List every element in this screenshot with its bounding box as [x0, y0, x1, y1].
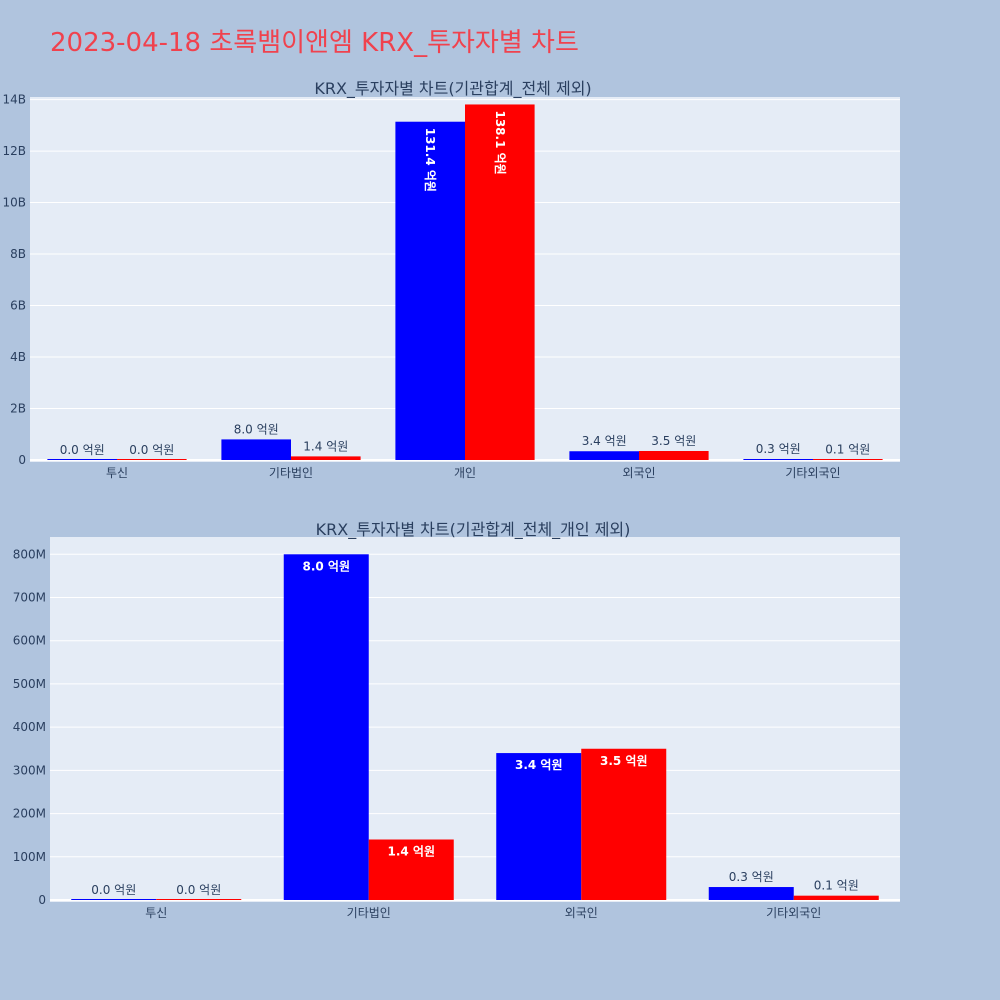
bar: [639, 450, 709, 460]
y-tick-label: 8B: [10, 247, 26, 261]
data-label: 3.5 억원: [651, 434, 696, 448]
y-tick-label: 800M: [13, 547, 46, 561]
x-tick-label: 기타법인: [269, 466, 313, 480]
bar: [71, 899, 157, 900]
y-tick-label: 10B: [2, 196, 26, 210]
data-label: 0.1 억원: [814, 879, 859, 893]
x-tick-label: 투신: [106, 466, 128, 480]
data-label: 8.0 억원: [234, 422, 279, 436]
x-tick-label: 개인: [454, 466, 476, 480]
data-label: 0.3 억원: [756, 442, 801, 456]
y-tick-label: 400M: [13, 720, 46, 734]
data-label: 131.4 억원: [423, 128, 437, 192]
x-tick-label: 외국인: [565, 906, 598, 920]
data-label: 1.4 억원: [387, 845, 435, 859]
data-label: 3.4 억원: [515, 758, 563, 772]
x-tick-label: 기타법인: [347, 906, 391, 920]
plot-area: [50, 537, 900, 902]
page-title: 2023-04-18 초록뱀이앤엠 KRX_투자자별 차트: [50, 28, 579, 58]
chart-investor-all: 0 2B 4B 6B 8B 10B 12B 14B KRX_투자자별 차트(기관합계_전체 제외…: [2, 79, 900, 480]
y-tick-label: 0: [18, 453, 26, 467]
x-tick-label: 기타외국인: [766, 906, 821, 920]
y-tick-label: 700M: [13, 591, 46, 605]
data-label: 8.0 억원: [302, 559, 350, 573]
y-tick-label: 4B: [10, 350, 26, 364]
bar: [496, 753, 582, 900]
y-tick-label: 0: [38, 893, 46, 907]
bar: [581, 748, 667, 900]
x-tick-label: 외국인: [622, 466, 655, 480]
y-tick-label: 200M: [13, 807, 46, 821]
data-label: 0.0 억원: [60, 443, 105, 457]
y-tick-label: 6B: [10, 299, 26, 313]
chart-title: KRX_투자자별 차트(기관합계_전체_개인 제외): [316, 520, 631, 540]
data-label: 0.0 억원: [176, 883, 221, 897]
chart-title: KRX_투자자별 차트(기관합계_전체 제외): [314, 79, 591, 99]
data-label: 3.5 억원: [600, 754, 648, 768]
bar: [465, 104, 535, 461]
bar: [117, 459, 187, 460]
data-label: 0.3 억원: [729, 870, 774, 884]
bar: [793, 895, 879, 900]
bar: [569, 451, 639, 460]
x-tick-label: 기타외국인: [785, 466, 840, 480]
bar: [156, 899, 242, 900]
bar: [708, 887, 794, 900]
bar: [221, 439, 291, 460]
y-tick-label: 300M: [13, 763, 46, 777]
bar: [813, 459, 883, 460]
x-tick-label: 투신: [145, 906, 167, 920]
bar: [368, 839, 454, 900]
y-tick-label: 500M: [13, 677, 46, 691]
bar: [291, 456, 361, 460]
y-tick-label: 14B: [2, 93, 26, 107]
bar: [283, 554, 369, 900]
y-tick-label: 2B: [10, 402, 26, 416]
data-label: 0.1 억원: [825, 443, 870, 457]
data-label: 138.1 억원: [493, 110, 507, 174]
data-label: 0.0 억원: [129, 443, 174, 457]
bar: [47, 459, 117, 460]
data-label: 1.4 억원: [303, 439, 348, 453]
y-tick-label: 100M: [13, 850, 46, 864]
bar: [743, 459, 813, 460]
bar: [395, 121, 465, 460]
data-label: 0.0 억원: [91, 883, 136, 897]
y-tick-label: 12B: [2, 144, 26, 158]
y-tick-label: 600M: [13, 634, 46, 648]
data-label: 3.4 억원: [582, 434, 627, 448]
